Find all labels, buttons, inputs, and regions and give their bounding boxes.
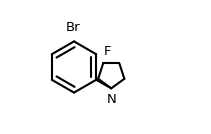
Text: Br: Br xyxy=(66,21,81,34)
Text: N: N xyxy=(106,93,116,106)
Text: F: F xyxy=(103,45,111,58)
